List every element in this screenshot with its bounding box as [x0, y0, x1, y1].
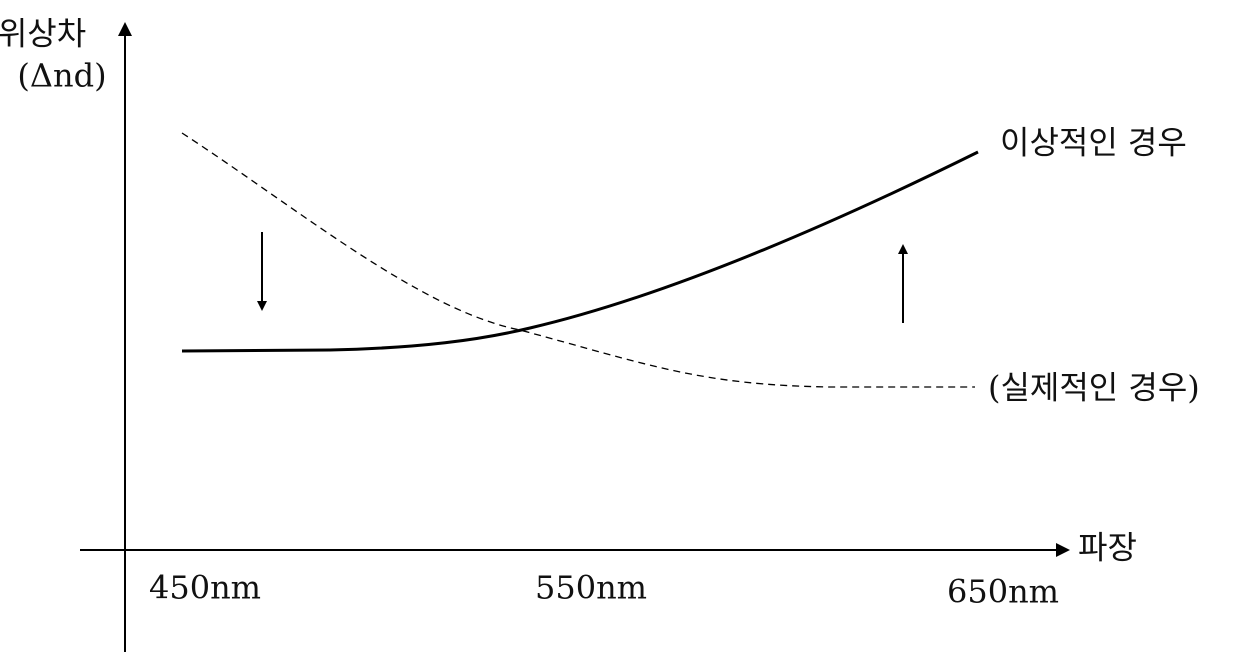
x-tick-label: 450nm	[149, 569, 261, 607]
diagram: 위상차 (Δnd) 파장 450nm 550nm 650nm 이상적인 경우 (…	[0, 0, 1240, 660]
x-tick-label: 550nm	[535, 569, 647, 607]
curve-label: (실제적인 경우)	[988, 369, 1200, 407]
y-axis-label: 위상차	[0, 15, 86, 53]
y-axis-unit: (Δnd)	[17, 57, 106, 95]
x-tick-label: 650nm	[947, 573, 1059, 611]
page: 위상차 (Δnd) 파장 450nm 550nm 650nm 이상적인 경우 (…	[0, 0, 1240, 660]
ideal-curve	[182, 152, 978, 351]
curve-label: 이상적인 경우	[1000, 124, 1187, 162]
x-axis-label: 파장	[1078, 529, 1137, 567]
